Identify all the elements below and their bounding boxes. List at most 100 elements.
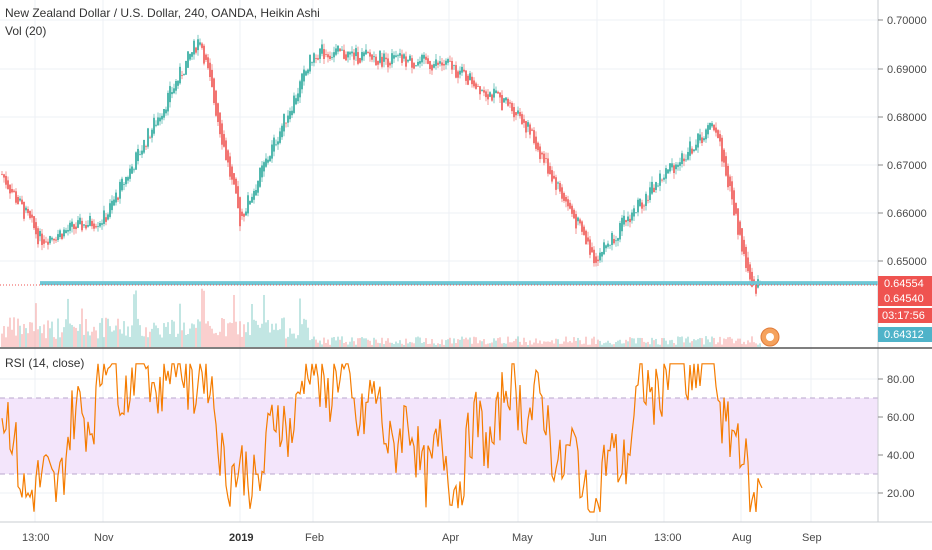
volume-bar [685, 338, 687, 347]
rsi-axis[interactable]: 80.00 60.00 40.00 20.00 [878, 374, 915, 500]
volume-bar [483, 339, 485, 347]
candle [129, 168, 131, 179]
candle [271, 144, 273, 159]
candle [355, 48, 357, 57]
candle [55, 239, 57, 241]
volume-bar [471, 343, 473, 347]
candle [531, 129, 533, 131]
volume-bar [179, 303, 181, 347]
candle [109, 203, 111, 217]
candle [623, 215, 625, 225]
volume-bar [243, 324, 245, 347]
candle [741, 228, 743, 252]
volume-bar [593, 336, 595, 347]
candle [41, 233, 43, 245]
candle [527, 122, 529, 127]
candle [333, 52, 335, 58]
candle [525, 121, 527, 133]
rsi-tick-label: 40.00 [887, 450, 915, 462]
volume-bar [395, 341, 397, 347]
volume-bar [615, 342, 617, 347]
volume-bar [291, 333, 293, 347]
volume-bar [87, 331, 89, 347]
candle [97, 226, 99, 228]
candle [585, 230, 587, 245]
volume-bar [529, 340, 531, 347]
candle [595, 256, 597, 263]
candle [637, 199, 639, 213]
volume-bar [379, 343, 381, 347]
candle [47, 241, 49, 245]
volume-bar [333, 336, 335, 347]
symbol-title[interactable]: New Zealand Dollar / U.S. Dollar, 240, O… [5, 6, 320, 20]
candle [269, 156, 271, 162]
candle [95, 226, 97, 228]
candle [735, 202, 737, 214]
volume-bar [323, 337, 325, 347]
time-axis[interactable]: 13:00 Nov 2019 Feb Apr May Jun 13:00 Aug… [22, 532, 822, 544]
volume-bar [135, 290, 137, 347]
volume-bar [305, 319, 307, 347]
candle [655, 182, 657, 190]
candle [751, 271, 753, 287]
volume-bar [429, 343, 431, 347]
time-tick-label: 13:00 [22, 532, 50, 544]
volume-bar [407, 343, 409, 347]
volume-bar [623, 343, 625, 347]
volume-bar [583, 343, 585, 347]
volume-bar [661, 337, 663, 347]
candle [613, 238, 615, 244]
price-axis[interactable]: 0.70000 0.69000 0.68000 0.67000 0.66000 … [878, 15, 927, 268]
candle [589, 239, 591, 255]
volume-bar [369, 340, 371, 347]
price-tick-label: 0.68000 [887, 112, 927, 124]
volume-bar [489, 343, 491, 347]
volume-bar [371, 344, 373, 347]
candle [133, 169, 135, 171]
candle [425, 56, 427, 60]
candle [441, 62, 443, 66]
volume-bar [301, 324, 303, 347]
candle [563, 193, 565, 201]
volume-bar [611, 344, 613, 347]
candle [15, 191, 17, 203]
candle [159, 117, 161, 122]
candle [727, 165, 729, 188]
volume-bar [655, 338, 657, 347]
candle [179, 66, 181, 84]
candle [547, 158, 549, 174]
candle [399, 53, 401, 56]
volume-bar [731, 338, 733, 347]
event-marker-icon[interactable] [760, 327, 780, 347]
volume-bar [111, 331, 113, 347]
candle [111, 200, 113, 211]
volume-bar [619, 339, 621, 347]
candle [673, 165, 675, 174]
last-price-label-bg [878, 276, 932, 291]
rsi-indicator-label[interactable]: RSI (14, close) [5, 356, 84, 370]
candle [299, 81, 301, 98]
volume-indicator-label[interactable]: Vol (20) [5, 24, 46, 38]
candle [125, 176, 127, 185]
volume-bar [97, 338, 99, 347]
volume-bar [47, 320, 49, 347]
candle [575, 214, 577, 229]
volume-bar [503, 342, 505, 347]
candle [543, 153, 545, 163]
volume-bar [629, 337, 631, 347]
candle [619, 223, 621, 240]
candle [59, 230, 61, 238]
volume-bar [415, 337, 417, 347]
candle [381, 56, 383, 67]
volume-bar [751, 336, 753, 347]
volume-bar [513, 341, 515, 347]
candle [747, 257, 749, 272]
candle [695, 144, 697, 151]
volume-bar [237, 334, 239, 347]
candle [225, 140, 227, 161]
candle [255, 190, 257, 196]
volume-bar [25, 328, 27, 347]
rsi-tick-label: 60.00 [887, 412, 915, 424]
volume-bar [353, 341, 355, 347]
